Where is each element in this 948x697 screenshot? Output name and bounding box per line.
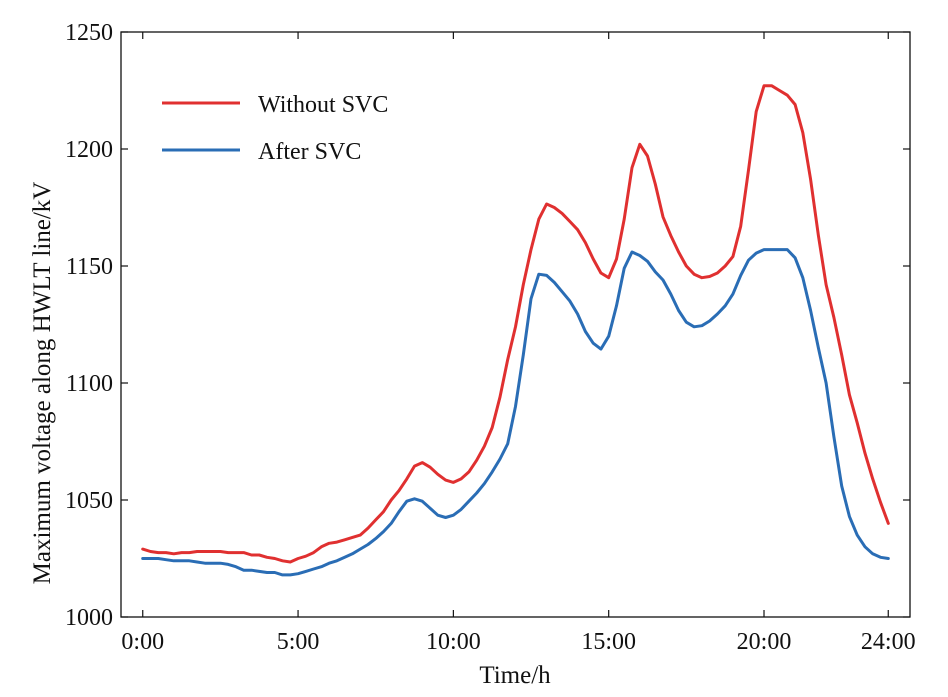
x-tick-label: 5:00 [277,629,320,655]
legend: Without SVC After SVC [162,92,388,165]
x-tick-label: 15:00 [581,629,636,655]
y-tick-label: 1200 [65,137,113,163]
legend-label-after-svc: After SVC [258,139,361,165]
y-tick-label: 1250 [65,20,113,46]
y-tick-label: 1050 [65,488,113,514]
series-line-without-svc [141,84,890,564]
x-axis-label: Time/h [479,662,551,689]
y-tick-label: 1100 [66,371,113,397]
y-tick-label: 1000 [65,605,113,631]
x-tick-label: 20:00 [737,629,792,655]
y-tick-label: 1150 [66,254,113,280]
y-axis-ticks: 1000 1050 1100 1150 1200 1250 [65,20,910,631]
plot-area [120,31,911,618]
x-tick-label: 10:00 [426,629,481,655]
x-axis-ticks: 0:00 5:00 10:00 15:00 20:00 24:00 [121,32,916,655]
x-tick-label: 0:00 [121,629,164,655]
x-tick-label: 24:00 [861,629,916,655]
y-axis-label: Maximum voltage along HWLT line/kV [29,182,56,585]
series-lines [141,84,890,577]
legend-label-without-svc: Without SVC [258,92,388,118]
plot-border [120,31,911,618]
series-line-after-svc [141,248,890,577]
